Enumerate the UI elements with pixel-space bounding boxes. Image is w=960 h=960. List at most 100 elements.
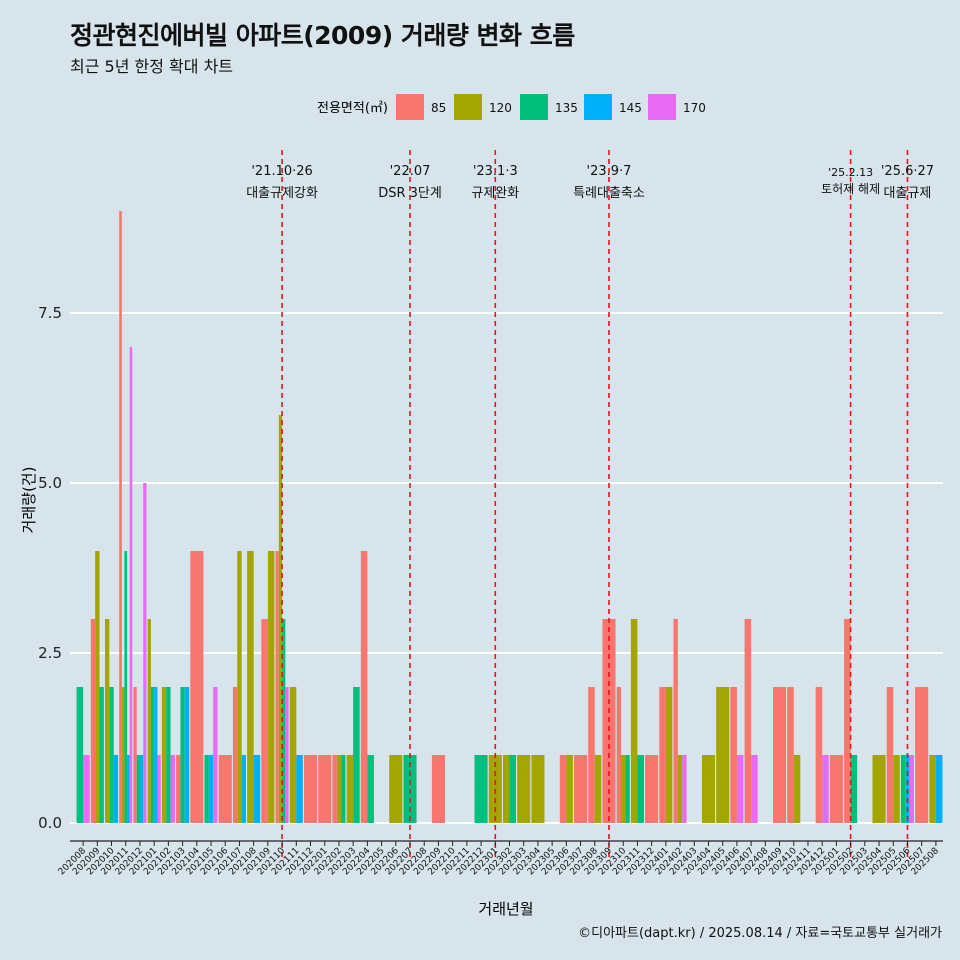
bar-202011-170 <box>129 347 133 823</box>
event-label: DSR 3단계 <box>378 186 442 201</box>
legend-title: 전용면적(㎡) <box>317 101 388 116</box>
chart-subtitle: 최근 5년 한정 확대 차트 <box>70 57 234 76</box>
bar-202502-135 <box>850 755 858 823</box>
bar-202102-135 <box>166 687 171 823</box>
x-axis: 2020082020092020102020112020122021012021… <box>57 840 943 877</box>
bar-202101-145 <box>154 687 158 823</box>
bar-202502-85 <box>844 619 851 823</box>
event-date: '25.6·27 <box>881 164 934 179</box>
event-date: '21.10·26 <box>251 164 312 179</box>
bar-202108-145 <box>253 755 261 823</box>
event-label: 특례대출축소 <box>573 186 645 201</box>
legend-label: 145 <box>619 101 642 115</box>
bar-202009-85 <box>90 619 96 823</box>
bar-202212-135 <box>474 755 488 823</box>
bar-202308-120 <box>594 755 602 823</box>
bar-202011-135 <box>124 551 128 823</box>
bar-202111-120 <box>289 687 297 823</box>
legend-label: 170 <box>683 101 706 115</box>
bar-202009-120 <box>95 551 100 823</box>
bar-202303-120 <box>517 755 531 823</box>
y-tick-label: 2.5 <box>38 644 62 662</box>
bar-202302-135 <box>509 755 517 823</box>
bar-202202-135 <box>341 755 346 823</box>
bar-202111-145 <box>296 755 303 823</box>
bar-202508-120 <box>929 755 936 823</box>
bar-202109-120 <box>267 551 275 823</box>
bar-202011-85 <box>119 211 122 823</box>
bar-202010-145 <box>113 755 119 823</box>
bar-202507-85 <box>915 687 929 823</box>
event-date: '22.07 <box>390 164 431 179</box>
bar-202504-120 <box>872 755 886 823</box>
bar-202203-120 <box>346 755 354 823</box>
bar-202409-85 <box>773 687 787 823</box>
bar-202505-85 <box>886 687 894 823</box>
bar-202109-85 <box>261 619 268 823</box>
bar-202103-145 <box>184 687 190 823</box>
bar-202401-85 <box>659 687 666 823</box>
bar-202102-170 <box>170 755 175 823</box>
event-label: 대출규제 <box>884 186 932 201</box>
bar-202402-85 <box>673 619 678 823</box>
bar-202405-120 <box>716 687 730 823</box>
event-label: 규제완화 <box>471 186 519 201</box>
bar-202306-120 <box>566 755 573 823</box>
bar-202501-85 <box>829 755 843 823</box>
bar-202107-120 <box>237 551 242 823</box>
bar-202101-170 <box>157 755 161 823</box>
bar-202012-135 <box>136 755 140 823</box>
bar-202107-85 <box>232 687 238 823</box>
bar-202308-85 <box>588 687 595 823</box>
bar-202104-85 <box>190 551 204 823</box>
bar-202410-120 <box>793 755 801 823</box>
bar-202312-85 <box>645 755 659 823</box>
bar-202008-135 <box>76 687 84 823</box>
bar-202110-120 <box>278 415 283 823</box>
event-label: 토허제 해제 <box>821 182 880 196</box>
bar-202106-85 <box>218 755 232 823</box>
bar-202101-135 <box>150 687 155 823</box>
bar-202012-145 <box>139 755 144 823</box>
bar-202105-145 <box>208 755 214 823</box>
bar-202108-120 <box>247 551 254 823</box>
bar-202407-85 <box>744 619 752 823</box>
bar-202505-120 <box>893 755 900 823</box>
y-tick-label: 5.0 <box>38 474 62 492</box>
bar-202110-170 <box>285 687 289 823</box>
bar-202311-135 <box>637 755 644 823</box>
bar-202009-135 <box>99 687 104 823</box>
event-markers: '21.10·26 대출규제강화 '22.07 DSR 3단계 '23.1·3 규제완화 '… <box>246 150 934 858</box>
bar-202010-120 <box>104 619 110 823</box>
bar-202402-170 <box>682 755 687 823</box>
bar-202209-85 <box>431 755 445 823</box>
bar-202102-120 <box>161 687 167 823</box>
bar-202412-85 <box>815 687 823 823</box>
legend-label: 85 <box>431 101 446 115</box>
y-axis: 0.0 2.5 5.0 7.5 <box>38 304 62 832</box>
bar-202311-120 <box>630 619 638 823</box>
bar-202302-120 <box>502 755 510 823</box>
bar-202012-170 <box>143 483 147 823</box>
bar-202402-120 <box>677 755 683 823</box>
legend: 전용면적(㎡) 85 120 135 145 170 <box>317 94 706 120</box>
bars <box>76 211 943 823</box>
bar-202107-145 <box>241 755 246 823</box>
bar-202406-170 <box>736 755 744 823</box>
bar-202103-135 <box>180 687 185 823</box>
bar-202306-85 <box>559 755 567 823</box>
bar-202105-135 <box>204 755 209 823</box>
bar-202202-120 <box>336 755 342 823</box>
bar-202508-145 <box>935 755 943 823</box>
event-date: '25.2.13 <box>828 166 873 179</box>
bar-202410-85 <box>787 687 794 823</box>
x-axis-label: 거래년월 <box>478 900 533 918</box>
bar-202008-170 <box>83 755 90 823</box>
legend-label: 120 <box>489 101 512 115</box>
bar-202110-135 <box>282 619 286 823</box>
bar-202204-135 <box>367 755 374 823</box>
bar-202407-170 <box>751 755 758 823</box>
bar-202204-85 <box>360 551 368 823</box>
bar-202506-135 <box>900 755 906 823</box>
bar-202310-135 <box>625 755 630 823</box>
